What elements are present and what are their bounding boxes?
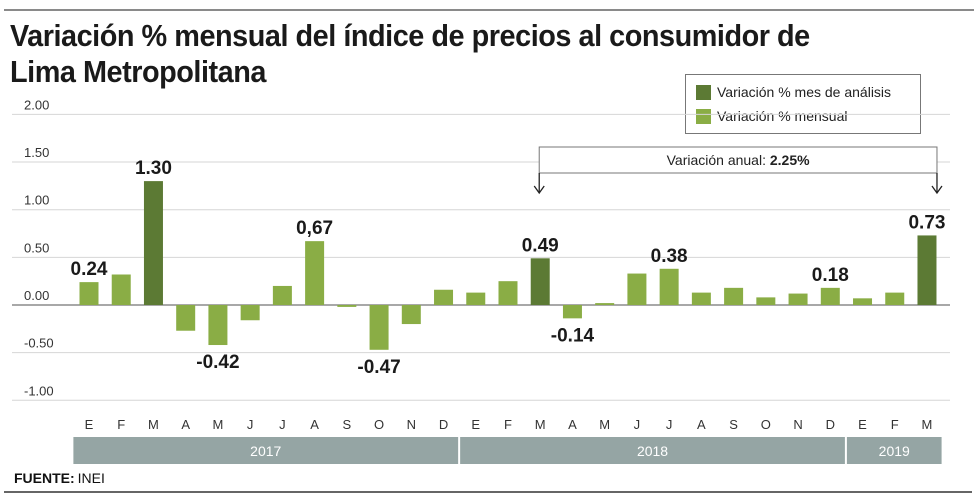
year-label: 2018 xyxy=(637,443,668,459)
bar xyxy=(627,273,647,305)
bar xyxy=(208,305,228,346)
x-tick-label: J xyxy=(634,417,641,432)
bar-highlight xyxy=(530,258,550,305)
bar xyxy=(756,297,776,305)
source-label: FUENTE: xyxy=(14,470,75,486)
source-value: INEI xyxy=(77,470,105,486)
x-tick-label: S xyxy=(343,417,352,432)
chart-title-line-1: Variación % mensual del índice de precio… xyxy=(10,18,810,53)
bar xyxy=(659,268,679,305)
bar-highlight xyxy=(917,235,937,305)
x-tick-label: A xyxy=(568,417,577,432)
x-tick-label: O xyxy=(374,417,384,432)
x-tick-label: J xyxy=(279,417,286,432)
x-tick-label: O xyxy=(761,417,771,432)
data-label: -0.47 xyxy=(357,357,400,378)
x-tick-label: M xyxy=(148,417,159,432)
annotation-value: 2.25% xyxy=(770,152,810,168)
y-tick-label: 0.00 xyxy=(24,288,49,303)
bar xyxy=(305,241,325,305)
annotation-box xyxy=(538,146,938,174)
x-tick-label: J xyxy=(247,417,254,432)
bar xyxy=(885,292,905,305)
down-arrow-icon xyxy=(533,185,545,195)
bottom-rule xyxy=(4,491,972,493)
data-label: 0.38 xyxy=(651,246,688,267)
year-band xyxy=(460,437,845,464)
x-tick-label: F xyxy=(504,417,512,432)
bar xyxy=(401,305,421,325)
x-tick-label: A xyxy=(697,417,706,432)
data-label: 0.18 xyxy=(812,265,849,286)
legend-item-normal: Variación % mensual xyxy=(696,106,847,126)
y-tick-label: 0.50 xyxy=(24,240,49,255)
data-label: -0.42 xyxy=(196,352,239,373)
year-label: 2019 xyxy=(879,443,910,459)
bar xyxy=(79,282,99,305)
x-tick-label: J xyxy=(666,417,673,432)
x-tick-label: E xyxy=(85,417,94,432)
bar xyxy=(853,298,873,305)
data-label: 0.73 xyxy=(908,212,945,233)
bar xyxy=(498,281,518,305)
x-tick-label: D xyxy=(439,417,448,432)
bar xyxy=(466,292,486,305)
legend-item-highlight: Variación % mes de análisis xyxy=(696,82,891,102)
bar-highlight xyxy=(143,181,163,305)
x-tick-label: A xyxy=(310,417,319,432)
data-label: 0.24 xyxy=(71,259,108,280)
top-rule xyxy=(4,9,974,11)
chart-title-line-2: Lima Metropolitana xyxy=(10,54,266,89)
down-arrow-icon xyxy=(931,185,943,195)
data-label: -0.14 xyxy=(551,325,595,346)
bar xyxy=(176,305,196,331)
legend-label-normal: Variación % mensual xyxy=(717,108,848,124)
x-tick-label: N xyxy=(407,417,416,432)
y-tick-label: 1.00 xyxy=(24,193,49,208)
bar xyxy=(562,305,582,319)
x-tick-label: M xyxy=(212,417,223,432)
x-tick-label: F xyxy=(891,417,899,432)
year-label: 2017 xyxy=(250,443,281,459)
x-tick-label: M xyxy=(535,417,546,432)
legend-swatch-highlight xyxy=(696,84,711,100)
bar xyxy=(691,292,711,305)
legend-swatch-normal xyxy=(696,108,711,124)
annotation-prefix: Variación anual: xyxy=(667,152,770,168)
bar xyxy=(788,293,808,305)
bar xyxy=(820,287,840,305)
x-tick-label: N xyxy=(793,417,802,432)
x-tick-label: M xyxy=(599,417,610,432)
bar xyxy=(111,274,131,305)
y-tick-label: -1.00 xyxy=(24,383,54,398)
data-label: 0,67 xyxy=(296,218,333,239)
data-label: 0.49 xyxy=(522,235,559,256)
bar xyxy=(240,305,260,321)
x-tick-label: F xyxy=(117,417,125,432)
year-band xyxy=(846,437,942,464)
year-band xyxy=(73,437,459,464)
x-tick-label: S xyxy=(729,417,738,432)
bar xyxy=(337,305,357,307)
y-tick-label: 2.00 xyxy=(24,97,49,112)
source-note: FUENTE: INEI xyxy=(14,470,105,486)
x-tick-label: E xyxy=(858,417,867,432)
bar xyxy=(595,303,615,305)
data-label: 1.30 xyxy=(135,158,172,179)
x-tick-label: M xyxy=(922,417,933,432)
x-tick-label: A xyxy=(181,417,190,432)
annotation-text: Variación anual: 2.25% xyxy=(667,152,810,168)
x-tick-label: E xyxy=(471,417,480,432)
bar xyxy=(434,289,454,305)
legend: Variación % mes de análisis Variación % … xyxy=(685,74,921,134)
y-tick-label: -0.50 xyxy=(24,336,54,351)
bar xyxy=(369,305,389,350)
bar xyxy=(272,285,292,305)
y-tick-label: 1.50 xyxy=(24,145,49,160)
x-tick-label: D xyxy=(826,417,835,432)
legend-label-highlight: Variación % mes de análisis xyxy=(717,84,892,100)
chart-title: Variación % mensual del índice de precio… xyxy=(10,18,810,90)
bar xyxy=(724,287,744,305)
